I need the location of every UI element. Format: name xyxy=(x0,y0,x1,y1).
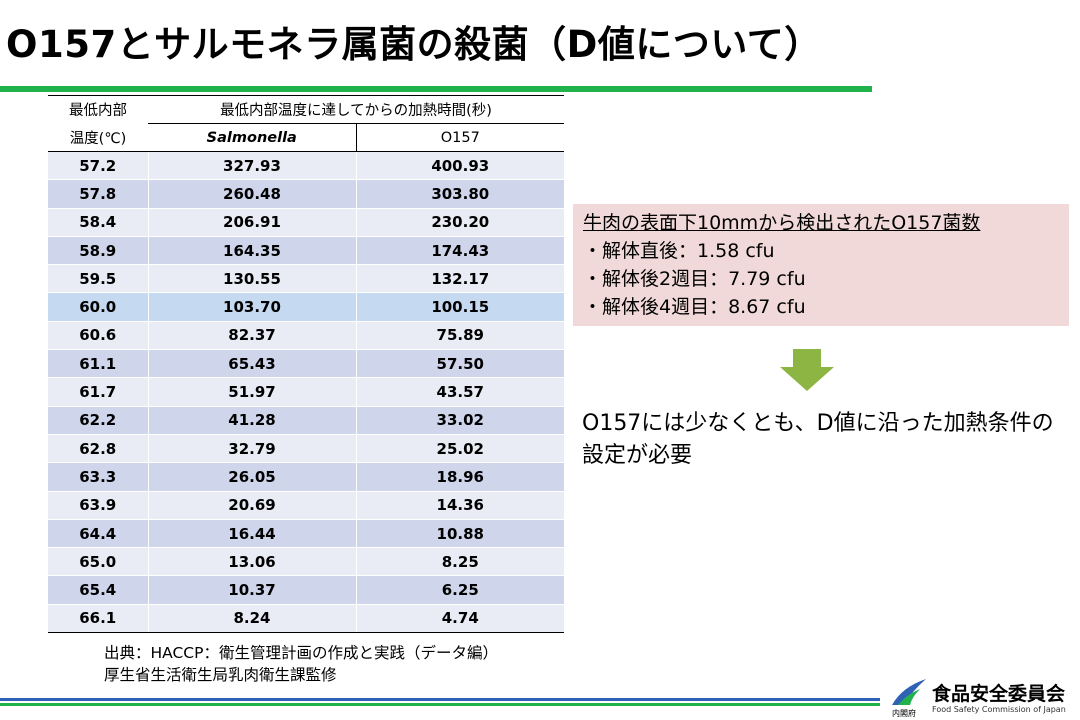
cell-temp: 62.2 xyxy=(48,405,148,435)
d-value-table: 最低内部 最低内部温度に達してからの加熱時間(秒) 温度(℃) Salmonel… xyxy=(48,95,565,634)
cell-salmonella: 51.97 xyxy=(147,377,356,407)
table-row: 63.9 20.69 14.36 xyxy=(48,490,565,520)
footer-line-green xyxy=(0,703,880,706)
cell-temp: 65.4 xyxy=(48,575,148,605)
header-salmonella: Salmonella xyxy=(148,123,356,152)
table-row: 59.5 130.55 132.17 xyxy=(48,264,565,293)
table-header-row: 最低内部 最低内部温度に達してからの加熱時間(秒) xyxy=(48,95,565,124)
cell-salmonella: 82.37 xyxy=(147,320,356,350)
cell-o157: 33.02 xyxy=(355,405,565,435)
logo-sub: 内閣府 xyxy=(892,709,916,718)
cell-o157: 57.50 xyxy=(355,349,565,378)
cell-o157: 400.93 xyxy=(355,150,565,180)
table-row: 65.0 13.06 8.25 xyxy=(48,547,565,576)
title-underline xyxy=(0,86,872,92)
cell-salmonella: 20.69 xyxy=(147,490,356,520)
table-row: 60.6 82.37 75.89 xyxy=(48,320,565,350)
table-row: 57.8 260.48 303.80 xyxy=(48,179,565,209)
info-box-title: 牛肉の表面下10mmから検出されたO157菌数 xyxy=(583,212,981,234)
cell-temp: 62.8 xyxy=(48,433,148,463)
cell-salmonella: 65.43 xyxy=(147,349,356,378)
cell-salmonella: 32.79 xyxy=(147,433,356,463)
cell-temp: 57.2 xyxy=(48,150,148,180)
table-body: 57.2 327.93 400.93 57.8 260.48 303.80 58.4 206.… xyxy=(48,150,565,634)
conclusion-text: O157には少なくとも、D値に沿った加熱条件の設定が必要 xyxy=(582,411,1054,468)
table-row: 61.1 65.43 57.50 xyxy=(48,349,565,378)
cell-salmonella: 26.05 xyxy=(147,462,356,492)
source-line-1: 出典：HACCP：衛生管理計画の作成と実践（データ編） xyxy=(104,644,498,662)
cell-salmonella: 327.93 xyxy=(147,150,356,180)
table-row: 62.2 41.28 33.02 xyxy=(48,405,565,435)
cell-temp: 63.3 xyxy=(48,462,148,492)
cell-temp: 64.4 xyxy=(48,518,148,548)
cell-temp: 65.0 xyxy=(48,547,148,576)
table-row: 65.4 10.37 6.25 xyxy=(48,575,565,605)
info-box: 牛肉の表面下10mmから検出されたO157菌数 ・解体直後：1.58 cfu ・… xyxy=(573,204,1069,326)
table-subheader-row: 温度(℃) Salmonella O157 xyxy=(48,123,565,152)
table-row: 61.7 51.97 43.57 xyxy=(48,377,565,407)
table-row: 58.9 164.35 174.43 xyxy=(48,235,565,265)
footer-line-blue xyxy=(0,698,880,701)
cell-salmonella: 13.06 xyxy=(147,547,356,576)
header-time-label: 最低内部温度に達してからの加熱時間(秒) xyxy=(148,95,565,124)
cell-o157: 4.74 xyxy=(355,603,565,634)
info-box-item: ・解体後4週目：8.67 cfu xyxy=(583,296,806,318)
cell-o157: 303.80 xyxy=(355,179,565,209)
cell-salmonella: 10.37 xyxy=(147,575,356,605)
cell-o157: 14.36 xyxy=(355,490,565,520)
cell-temp: 61.1 xyxy=(48,349,148,378)
table-row: 58.4 206.91 230.20 xyxy=(48,207,565,237)
info-box-item: ・解体後2週目：7.79 cfu xyxy=(583,268,806,290)
table-row: 64.4 16.44 10.88 xyxy=(48,518,565,548)
cell-temp: 59.5 xyxy=(48,264,148,293)
table-row: 57.2 327.93 400.93 xyxy=(48,150,565,180)
cell-salmonella: 41.28 xyxy=(147,405,356,435)
cell-temp: 60.0 xyxy=(48,292,148,322)
header-temp-line2: 温度(℃) xyxy=(48,123,148,152)
table-row: 60.0 103.70 100.15 xyxy=(48,292,565,322)
cell-salmonella: 103.70 xyxy=(147,292,356,322)
cell-o157: 43.57 xyxy=(355,377,565,407)
slide-title: O157とサルモネラ属菌の殺菌（D値について） xyxy=(6,23,822,66)
table-row: 62.8 32.79 25.02 xyxy=(48,433,565,463)
cell-salmonella: 130.55 xyxy=(147,264,356,293)
logo-name-jp: 食品安全委員会 xyxy=(932,683,1066,705)
cell-temp: 61.7 xyxy=(48,377,148,407)
cell-o157: 132.17 xyxy=(355,264,565,293)
cell-temp: 60.6 xyxy=(48,320,148,350)
header-temp-line1: 最低内部 xyxy=(48,95,148,124)
cell-salmonella: 164.35 xyxy=(147,235,356,265)
cell-salmonella: 260.48 xyxy=(147,179,356,209)
cell-temp: 66.1 xyxy=(48,603,148,634)
cell-o157: 230.20 xyxy=(355,207,565,237)
logo-name-en: Food Safety Commission of Japan xyxy=(932,705,1066,714)
cell-salmonella: 206.91 xyxy=(147,207,356,237)
cell-o157: 100.15 xyxy=(355,292,565,322)
table-row: 63.3 26.05 18.96 xyxy=(48,462,565,492)
cell-o157: 10.88 xyxy=(355,518,565,548)
down-arrow-icon xyxy=(780,349,834,391)
table-row: 66.1 8.24 4.74 xyxy=(48,603,565,634)
cell-temp: 63.9 xyxy=(48,490,148,520)
fsc-logo-icon xyxy=(892,679,926,705)
cell-temp: 58.4 xyxy=(48,207,148,237)
cell-salmonella: 8.24 xyxy=(147,603,356,634)
cell-o157: 6.25 xyxy=(355,575,565,605)
source-line-2: 厚生省生活衛生局乳肉衛生課監修 xyxy=(104,666,337,684)
cell-o157: 18.96 xyxy=(355,462,565,492)
cell-o157: 25.02 xyxy=(355,433,565,463)
fsc-logo: 内閣府 食品安全委員会 Food Safety Commission of Ja… xyxy=(890,675,1070,720)
cell-o157: 75.89 xyxy=(355,320,565,350)
cell-salmonella: 16.44 xyxy=(147,518,356,548)
cell-temp: 57.8 xyxy=(48,179,148,209)
cell-o157: 8.25 xyxy=(355,547,565,576)
header-o157: O157 xyxy=(355,123,565,152)
info-box-item: ・解体直後：1.58 cfu xyxy=(583,240,775,262)
cell-o157: 174.43 xyxy=(355,235,565,265)
cell-temp: 58.9 xyxy=(48,235,148,265)
